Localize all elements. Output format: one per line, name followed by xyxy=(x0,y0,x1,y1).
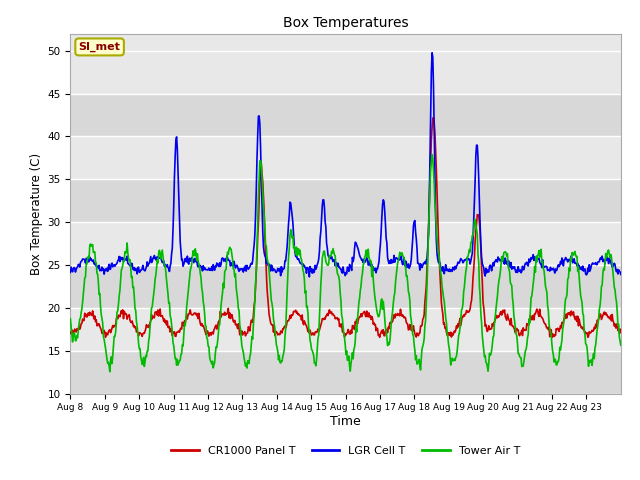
Bar xyxy=(70,94,621,136)
Tower Air T xyxy=(132,308,140,313)
CR1000 Panel T xyxy=(260,192,268,198)
Tower Air T xyxy=(281,334,289,340)
Bar xyxy=(70,222,621,265)
CR1000 Panel T xyxy=(548,335,556,340)
CR1000 Panel T xyxy=(232,321,240,327)
CR1000 Panel T xyxy=(131,325,139,331)
CR1000 Panel T xyxy=(434,214,442,220)
CR1000 Panel T xyxy=(429,115,437,120)
Bar xyxy=(70,136,621,180)
Tower Air T xyxy=(435,251,442,256)
CR1000 Panel T xyxy=(617,326,625,332)
X-axis label: Time: Time xyxy=(330,415,361,428)
LGR Cell T xyxy=(131,268,139,274)
Tower Air T xyxy=(106,369,114,374)
Text: SI_met: SI_met xyxy=(79,42,120,52)
Bar xyxy=(70,51,621,94)
LGR Cell T xyxy=(232,264,240,269)
Legend: CR1000 Panel T, LGR Cell T, Tower Air T: CR1000 Panel T, LGR Cell T, Tower Air T xyxy=(166,441,525,460)
LGR Cell T xyxy=(260,244,268,250)
Title: Box Temperatures: Box Temperatures xyxy=(283,16,408,30)
Tower Air T xyxy=(403,273,411,278)
LGR Cell T xyxy=(435,260,442,265)
LGR Cell T xyxy=(403,264,411,270)
Bar xyxy=(70,308,621,351)
Bar xyxy=(70,351,621,394)
CR1000 Panel T xyxy=(280,324,288,330)
CR1000 Panel T xyxy=(67,329,74,335)
Tower Air T xyxy=(260,213,268,218)
Tower Air T xyxy=(617,342,625,348)
LGR Cell T xyxy=(67,269,74,275)
Line: Tower Air T: Tower Air T xyxy=(70,155,621,372)
Tower Air T xyxy=(233,291,241,297)
Bar xyxy=(70,265,621,308)
Y-axis label: Box Temperature (C): Box Temperature (C) xyxy=(30,153,44,275)
LGR Cell T xyxy=(428,50,436,56)
Line: LGR Cell T: LGR Cell T xyxy=(70,53,621,277)
LGR Cell T xyxy=(280,265,288,271)
Tower Air T xyxy=(67,316,74,322)
Tower Air T xyxy=(428,152,436,157)
Bar xyxy=(70,180,621,222)
LGR Cell T xyxy=(617,272,625,277)
Line: CR1000 Panel T: CR1000 Panel T xyxy=(70,118,621,337)
LGR Cell T xyxy=(305,274,313,280)
CR1000 Panel T xyxy=(403,319,410,325)
